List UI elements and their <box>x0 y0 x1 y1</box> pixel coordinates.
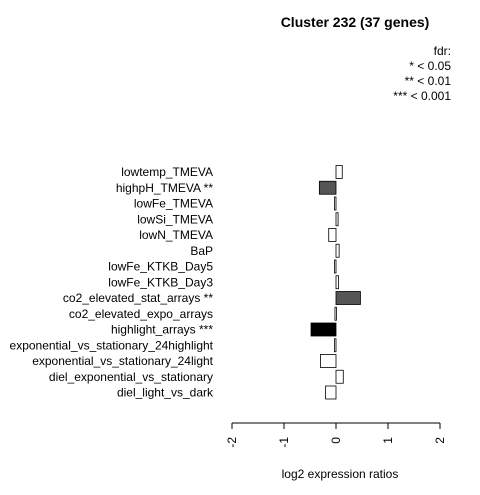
category-label: highpH_TMEVA ** <box>116 181 213 195</box>
bars <box>310 165 361 400</box>
bar <box>335 165 343 179</box>
bar <box>334 196 337 211</box>
category-label: lowFe_KTKB_Day3 <box>108 275 213 289</box>
bar <box>319 354 337 368</box>
bar <box>335 291 361 305</box>
category-label: lowtemp_TMEVA <box>121 165 213 179</box>
bar <box>335 275 339 290</box>
category-label: co2_elevated_expo_arrays <box>69 307 213 321</box>
bar <box>335 243 340 258</box>
chart-title: Cluster 232 (37 genes) <box>281 14 430 30</box>
x-tick-label: 2 <box>433 437 447 444</box>
x-tick-label: -1 <box>277 437 291 448</box>
legend-entry: ** < 0.01 <box>405 74 452 88</box>
category-label: co2_elevated_stat_arrays ** <box>63 291 213 305</box>
bar <box>318 180 337 195</box>
category-label: exponential_vs_stationary_24light <box>32 354 213 368</box>
bar <box>334 338 337 353</box>
bar <box>325 385 337 400</box>
category-label: lowN_TMEVA <box>139 228 213 242</box>
legend-entry: * < 0.05 <box>409 59 451 73</box>
bar <box>310 322 337 337</box>
x-tick-label: 1 <box>381 437 395 444</box>
category-label: BaP <box>190 244 213 258</box>
category-label: diel_light_vs_dark <box>117 386 214 400</box>
bar <box>335 212 339 227</box>
category-label: lowFe_KTKB_Day5 <box>108 260 213 274</box>
bar <box>335 369 344 384</box>
legend-entry: *** < 0.001 <box>393 89 451 103</box>
bar <box>334 259 337 274</box>
category-label: lowFe_TMEVA <box>134 197 213 211</box>
category-label: highlight_arrays *** <box>111 323 213 337</box>
bar <box>328 228 337 242</box>
category-label: lowSi_TMEVA <box>137 212 213 226</box>
x-tick-label: 0 <box>329 437 343 444</box>
x-axis: -2 -1 0 1 2 <box>225 422 447 448</box>
category-label: exponential_vs_stationary_24highlight <box>10 338 214 352</box>
legend-title: fdr: <box>434 44 451 58</box>
legend: * < 0.05** < 0.01*** < 0.001 <box>393 59 451 103</box>
category-label: diel_exponential_vs_stationary <box>49 370 213 384</box>
x-axis-label: log2 expression ratios <box>282 467 399 481</box>
x-tick-label: -2 <box>225 437 239 448</box>
bar <box>334 306 337 321</box>
